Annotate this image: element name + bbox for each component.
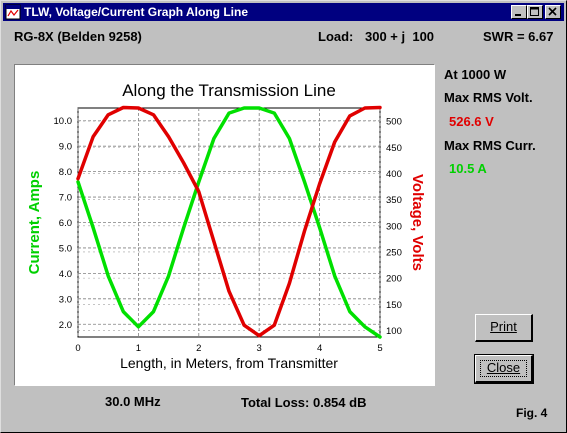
y-tick-left: 7.0 [59,193,72,204]
close-button-label: Close [486,360,521,375]
x-tick: 3 [257,343,262,354]
voltage-current-chart: 2.03.04.05.06.07.08.09.010.0100150200250… [26,81,426,371]
max-volt-value: 526.6 V [449,114,494,129]
y-tick-right: 450 [386,143,402,154]
x-tick: 0 [75,343,80,354]
max-curr-value: 10.5 A [449,161,487,176]
print-button-label: Print [490,319,517,334]
y-tick-right: 300 [386,221,402,232]
maximize-button[interactable] [527,5,543,19]
close-icon [548,7,557,16]
minimize-button[interactable] [511,5,527,19]
minimize-icon [515,14,521,16]
print-button[interactable]: Print [475,314,533,342]
figure-number: Fig. 4 [516,406,548,420]
x-axis-label: Length, in Meters, from Transmitter [120,355,338,371]
max-volt-label: Max RMS Volt. [444,90,533,105]
voltage-series-line [76,105,382,338]
title-bar[interactable]: TLW, Voltage/Current Graph Along Line [3,3,564,21]
y-tick-left: 5.0 [59,243,72,254]
max-curr-label: Max RMS Curr. [444,138,536,153]
x-tick: 4 [317,343,322,354]
total-loss-value: Total Loss: 0.854 dB [241,395,367,410]
y-tick-left: 3.0 [59,294,72,305]
current-series-line [76,106,382,339]
load-value: 300 + j 100 [365,29,435,44]
y-tick-left: 9.0 [59,142,72,153]
y-tick-right: 500 [386,117,402,128]
close-button[interactable]: Close [474,354,534,384]
y-tick-right: 350 [386,195,402,206]
cable-type: RG-8X (Belden 9258) [14,29,142,44]
x-tick: 2 [196,343,201,354]
y-tick-left: 6.0 [59,218,72,229]
x-tick: 1 [136,343,141,354]
app-icon[interactable] [5,4,21,20]
chart-title: Along the Transmission Line [122,81,336,100]
y-tick-right: 250 [386,247,402,258]
y-tick-right: 400 [386,169,402,180]
y-axis-label-right: Voltage, Volts [409,174,426,271]
power-label: At 1000 W [444,67,507,82]
y-tick-left: 10.0 [54,116,73,127]
y-tick-left: 2.0 [59,320,72,331]
frequency-value: 30.0 MHz [105,394,161,409]
focus-ring [480,360,527,377]
maximize-icon [530,7,539,16]
y-tick-right: 150 [386,300,402,311]
y-axis-label-left: Current, Amps [26,171,43,275]
y-tick-left: 4.0 [59,269,72,280]
y-tick-left: 8.0 [59,167,72,178]
x-tick: 5 [377,343,382,354]
load-label: Load: [318,29,354,44]
window-title: TLW, Voltage/Current Graph Along Line [24,5,249,19]
y-tick-right: 100 [386,326,402,337]
close-window-button[interactable] [545,5,561,19]
chart-panel: 2.0 3.0 4.0 5.0 6.0 7.0 8.0 9.0 10.0 100 150 200 250… [14,64,435,386]
swr-value: SWR = 6.67 [483,29,554,44]
y-tick-right: 200 [386,274,402,285]
